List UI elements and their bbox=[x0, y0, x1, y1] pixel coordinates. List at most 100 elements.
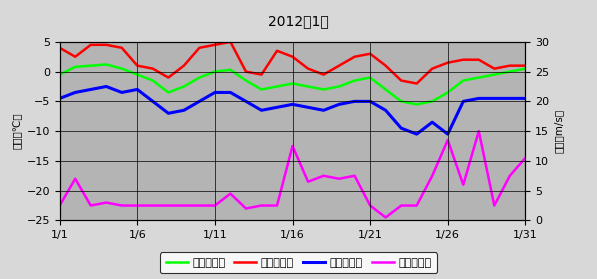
日最高気温 bbox=[506, 64, 513, 67]
日平均気温 bbox=[72, 65, 79, 69]
日平均気温 bbox=[429, 100, 436, 103]
日最低気温 bbox=[149, 100, 156, 103]
日最低気温 bbox=[56, 97, 63, 100]
日最低気温 bbox=[103, 85, 110, 88]
日平均気温 bbox=[56, 73, 63, 76]
日平均風速 bbox=[460, 183, 467, 186]
日最高気温 bbox=[336, 64, 343, 67]
日平均風速 bbox=[180, 204, 187, 207]
日平均風速 bbox=[165, 204, 172, 207]
日平均風速 bbox=[211, 204, 219, 207]
日最低気温 bbox=[506, 97, 513, 100]
日平均風速 bbox=[491, 204, 498, 207]
日平均気温 bbox=[211, 70, 219, 73]
Line: 日平均風速: 日平均風速 bbox=[60, 131, 525, 217]
日平均風速 bbox=[87, 204, 94, 207]
日最高気温 bbox=[475, 58, 482, 61]
日平均風速 bbox=[522, 156, 529, 160]
日最高気温 bbox=[367, 52, 374, 56]
日平均風速 bbox=[118, 204, 125, 207]
日平均気温 bbox=[180, 85, 187, 88]
日最低気温 bbox=[134, 88, 141, 91]
日最低気温 bbox=[196, 100, 203, 103]
日最低気温 bbox=[289, 103, 296, 106]
日最高気温 bbox=[460, 58, 467, 61]
日平均風速 bbox=[398, 204, 405, 207]
日平均気温 bbox=[289, 82, 296, 85]
日平均気温 bbox=[398, 100, 405, 103]
日平均気温 bbox=[382, 88, 389, 91]
日最高気温 bbox=[180, 64, 187, 67]
日平均風速 bbox=[273, 204, 281, 207]
日平均気温 bbox=[227, 68, 234, 71]
日最高気温 bbox=[72, 55, 79, 58]
日最高気温 bbox=[320, 73, 327, 76]
日平均風速 bbox=[413, 204, 420, 207]
日最高気温 bbox=[149, 67, 156, 70]
日最低気温 bbox=[367, 100, 374, 103]
日平均風速 bbox=[103, 201, 110, 204]
日最低気温 bbox=[398, 126, 405, 130]
日平均風速 bbox=[444, 138, 451, 142]
日最低気温 bbox=[382, 109, 389, 112]
Legend: 日平均気温, 日最高気温, 日最低気温, 日平均風速: 日平均気温, 日最高気温, 日最低気温, 日平均風速 bbox=[160, 252, 437, 273]
日最高気温 bbox=[382, 64, 389, 67]
日最高気温 bbox=[134, 64, 141, 67]
日最低気温 bbox=[475, 97, 482, 100]
日平均気温 bbox=[444, 91, 451, 94]
日最高気温 bbox=[522, 64, 529, 67]
日平均気温 bbox=[506, 70, 513, 73]
日平均気温 bbox=[475, 76, 482, 79]
日平均気温 bbox=[491, 73, 498, 76]
日平均気温 bbox=[320, 88, 327, 91]
日最低気温 bbox=[118, 91, 125, 94]
日平均風速 bbox=[506, 174, 513, 177]
日平均風速 bbox=[336, 177, 343, 181]
日平均風速 bbox=[72, 177, 79, 181]
日平均風速 bbox=[367, 204, 374, 207]
日最高気温 bbox=[289, 55, 296, 58]
日平均風速 bbox=[475, 129, 482, 133]
日平均気温 bbox=[103, 63, 110, 66]
日最高気温 bbox=[227, 40, 234, 44]
日平均気温 bbox=[149, 79, 156, 82]
日最高気温 bbox=[56, 46, 63, 49]
日最高気温 bbox=[87, 43, 94, 47]
日最低気温 bbox=[444, 133, 451, 136]
日平均気温 bbox=[118, 67, 125, 70]
日平均気温 bbox=[413, 103, 420, 106]
日平均風速 bbox=[227, 192, 234, 195]
日平均風速 bbox=[134, 204, 141, 207]
日平均気温 bbox=[336, 85, 343, 88]
日平均気温 bbox=[165, 91, 172, 94]
Text: 2012年1月: 2012年1月 bbox=[268, 14, 329, 28]
日最高気温 bbox=[242, 70, 250, 73]
日最高気温 bbox=[398, 79, 405, 82]
日最高気温 bbox=[273, 49, 281, 52]
日最高気温 bbox=[429, 67, 436, 70]
日最低気温 bbox=[72, 91, 79, 94]
日最高気温 bbox=[413, 82, 420, 85]
Line: 日平均気温: 日平均気温 bbox=[60, 64, 525, 104]
日平均気温 bbox=[367, 76, 374, 79]
日平均風速 bbox=[289, 144, 296, 148]
日平均気温 bbox=[304, 85, 312, 88]
日平均気温 bbox=[522, 67, 529, 70]
日平均風速 bbox=[56, 204, 63, 207]
日最高気温 bbox=[211, 43, 219, 47]
日最低気温 bbox=[460, 100, 467, 103]
日平均風速 bbox=[258, 204, 265, 207]
日平均風速 bbox=[382, 216, 389, 219]
日平均風速 bbox=[320, 174, 327, 177]
日最低気温 bbox=[522, 97, 529, 100]
Line: 日最低気温: 日最低気温 bbox=[60, 86, 525, 134]
Line: 日最高気温: 日最高気温 bbox=[60, 42, 525, 83]
日平均気温 bbox=[273, 85, 281, 88]
日最高気温 bbox=[258, 73, 265, 76]
Y-axis label: 気温（℃）: 気温（℃） bbox=[13, 113, 22, 150]
日最低気温 bbox=[336, 103, 343, 106]
日平均気温 bbox=[87, 64, 94, 67]
日最高気温 bbox=[444, 61, 451, 64]
日最低気温 bbox=[351, 100, 358, 103]
日最低気温 bbox=[180, 109, 187, 112]
